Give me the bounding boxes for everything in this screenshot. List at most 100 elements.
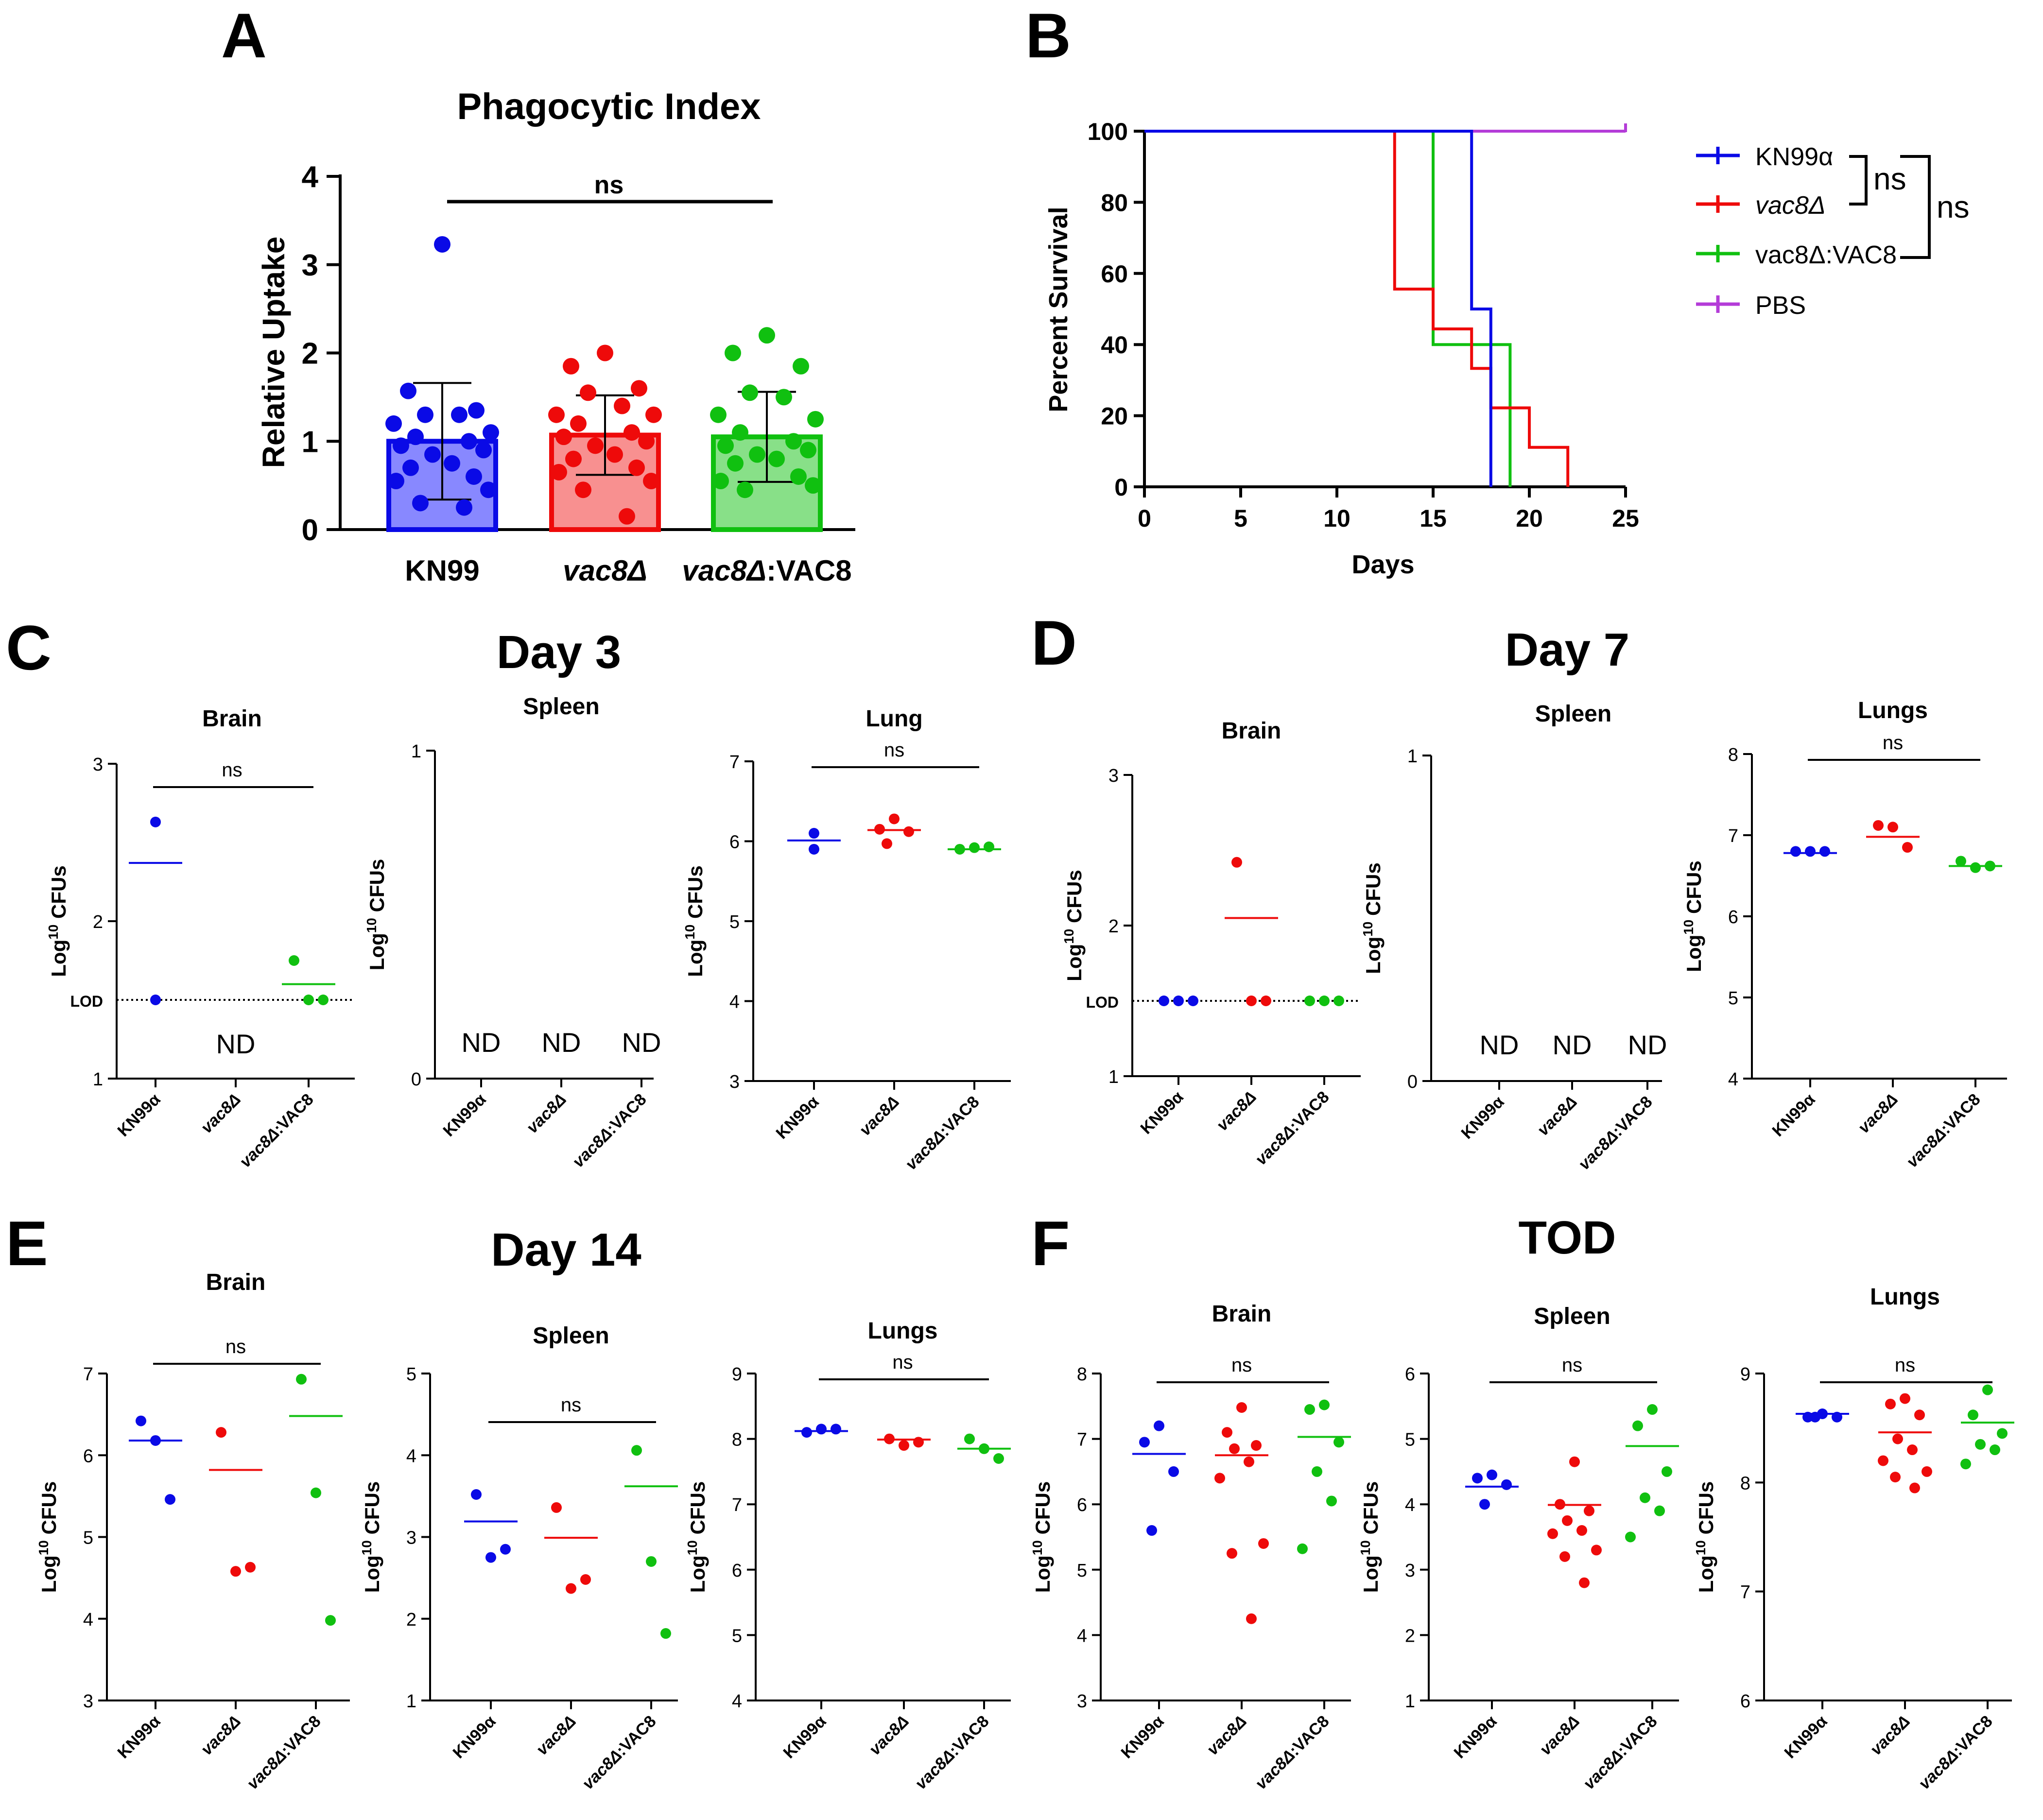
panel-c-lung-ytick-label: 3 <box>729 1072 740 1092</box>
panel-e-brain-point <box>216 1427 226 1438</box>
panel-f-lungs-point <box>1982 1384 1993 1395</box>
panel-e-spleen-ytick-label: 4 <box>406 1446 416 1466</box>
panel-f-spleen-point <box>1576 1525 1587 1536</box>
panel-f-spleen-ytick-label: 1 <box>1405 1691 1415 1712</box>
panel-e-brain-ytick-label: 4 <box>83 1610 93 1630</box>
panel-f-brain-point <box>1236 1402 1247 1413</box>
panel-f-brain-point <box>1319 1399 1330 1410</box>
panel-a-bar-chart: Phagocytic Index Relative Uptake ns 0 1 2 3… <box>256 86 855 587</box>
panel-e-lungs-point <box>964 1433 975 1444</box>
panel-f-brain-ytick-label: 7 <box>1077 1430 1087 1450</box>
panel-a-xtick-label: KN99 <box>405 554 479 587</box>
panel-e-brain-point <box>296 1374 307 1385</box>
panel-d-brain-point <box>1231 857 1242 868</box>
panel-a-point <box>444 455 460 472</box>
panel-d-brain-ylabel: Log10 CFUs <box>1061 870 1086 981</box>
panel-f-spleen-title: Spleen <box>1534 1304 1610 1329</box>
panel-c-lung-sig-label: ns <box>884 739 904 761</box>
panel-b-ytick-label: 100 <box>1088 118 1128 145</box>
panel-d-lungs-sig-label: ns <box>1883 732 1903 754</box>
legend-sig-inner: ns <box>1873 161 1906 196</box>
panel-f-brain-ytick-label: 8 <box>1077 1364 1087 1385</box>
panel-e-brain-point <box>311 1487 321 1498</box>
panel-a-point <box>468 402 485 419</box>
panel-f-lungs-point <box>1890 1472 1901 1483</box>
panel-a-point <box>717 437 734 454</box>
legend-sig-outer: ns <box>1937 189 1970 224</box>
panel-e-spleen-sig-label: ns <box>561 1394 581 1416</box>
panel-e-spleen-ytick-label: 5 <box>406 1364 416 1385</box>
panel-d-spleen-ylabel: Log10 CFUs <box>1360 862 1385 974</box>
panel-a-point <box>563 358 579 375</box>
panel-f-spleen-point <box>1662 1466 1672 1477</box>
panel-a-ylabel: Relative Uptake <box>256 237 291 468</box>
panel-f-lungs-point <box>1990 1444 2000 1456</box>
panel-f-lungs-point <box>1885 1398 1896 1409</box>
panel-f-lungs-point <box>1907 1444 1918 1456</box>
panel-e-lungs-ytick-label: 6 <box>732 1561 742 1581</box>
legend-label-kn99: KN99α <box>1755 143 1833 171</box>
panel-d-brain-point <box>1173 996 1184 1006</box>
panel-f-lungs-point <box>1914 1409 1925 1421</box>
panel-c-brain-point <box>318 995 329 1005</box>
panel-d-spleen-nd-label: ND <box>1480 1030 1519 1060</box>
panel-a-point <box>424 446 441 463</box>
panel-e-brain-point <box>325 1615 336 1626</box>
panel-a-ytick-label: 3 <box>302 249 318 282</box>
panel-a-point <box>732 424 748 441</box>
panel-b-survival-chart: Percent Survival Days 0 20 40 60 80 100 0 5 10 15… <box>1044 118 1639 579</box>
panel-e-lungs-point <box>816 1424 827 1435</box>
panel-b-xtick-label: 0 <box>1138 505 1151 532</box>
panel-b-xtick-label: 5 <box>1234 505 1247 532</box>
panel-f-spleen-point <box>1479 1499 1490 1510</box>
panel-a-point <box>466 468 482 485</box>
panel-d-brain-point <box>1304 996 1315 1006</box>
panel-a-xtick-label: vac8Δ:VAC8 <box>682 554 851 587</box>
panel-c-brain-sig-label: ns <box>222 759 242 781</box>
panel-e-spleen-point <box>631 1445 642 1456</box>
panel-d-brain-ytick-label: 1 <box>1108 1067 1119 1087</box>
panel-f-spleen-ytick-label: 5 <box>1405 1430 1415 1450</box>
panel-a-point <box>614 397 630 414</box>
panel-c-spleen-title: Spleen <box>523 694 599 720</box>
panel-e-lungs-sig-label: ns <box>892 1352 913 1373</box>
panel-d-lungs-point <box>1902 842 1913 853</box>
panel-a-point <box>480 481 497 498</box>
panel-b-series-line <box>1144 130 1492 487</box>
panel-c-brain-point <box>303 995 314 1005</box>
panel-letter-D: D <box>1031 607 1077 678</box>
panel-a-point <box>407 429 424 446</box>
panel-f-brain-point <box>1258 1538 1269 1549</box>
panel-d-spleen-nd-label: ND <box>1553 1030 1592 1060</box>
panel-d-lungs-ytick-label: 8 <box>1728 745 1738 765</box>
panel-a-point <box>737 481 753 498</box>
panel-d-lungs-ytick-label: 4 <box>1728 1069 1738 1090</box>
panel-f-spleen-point <box>1654 1505 1665 1516</box>
panel-b-legend: KN99α vac8Δ vac8Δ:VAC8 PBS ns ns <box>1696 143 1970 320</box>
panel-f-brain-point <box>1333 1437 1344 1448</box>
panel-c-spleen-nd-label: ND <box>462 1027 501 1058</box>
panel-b-ytick-label: 40 <box>1101 331 1128 359</box>
panel-f-spleen-point <box>1569 1456 1580 1467</box>
panel-f-lungs-point <box>1997 1428 2008 1439</box>
panel-letter-C: C <box>6 612 52 683</box>
panel-a-point <box>631 380 647 397</box>
panel-a-point <box>580 384 596 401</box>
panel-f-brain-point <box>1229 1443 1240 1454</box>
panel-f-brain-point <box>1168 1466 1179 1477</box>
panel-c-lung-ytick-label: 7 <box>729 752 740 773</box>
day-title-C: Day 3 <box>497 626 621 678</box>
panel-b-xtick-label: 15 <box>1420 505 1447 532</box>
panel-e-brain-ytick-label: 6 <box>83 1446 93 1466</box>
panel-f-brain-point <box>1304 1404 1315 1415</box>
panel-e-spleen-ylabel: Log10 CFUs <box>359 1481 383 1593</box>
panel-d-brain-ytick-label: 2 <box>1108 916 1119 937</box>
panel-a-point <box>400 382 416 399</box>
panel-c-brain-title: Brain <box>202 706 262 732</box>
legend-label-pbs: PBS <box>1755 292 1806 320</box>
panel-d-brain-lod-label: LOD <box>1086 994 1119 1011</box>
panel-c-lung-point <box>984 841 994 853</box>
panel-f-spleen-point <box>1472 1473 1483 1484</box>
panel-a-point <box>643 473 659 490</box>
panel-c-lung-point <box>969 842 980 853</box>
